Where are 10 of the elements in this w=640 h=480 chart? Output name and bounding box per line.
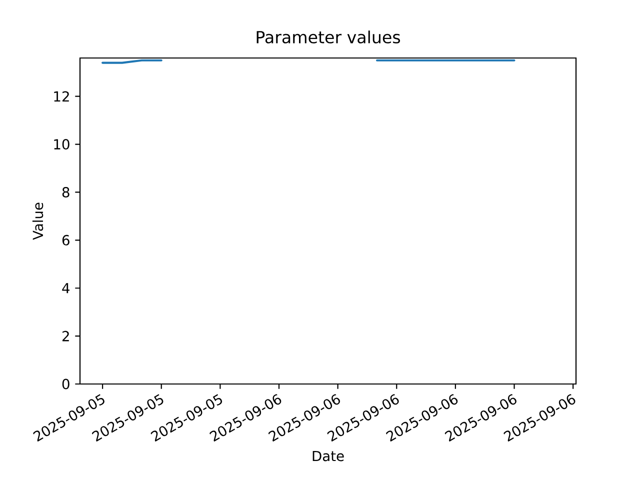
y-tick-label: 2 [62,330,69,342]
y-tick-label: 10 [54,139,70,150]
y-tick-label: 12 [54,91,69,102]
y-tick-label: 0 [62,378,70,390]
y-tick-label: 4 [62,283,70,294]
x-axis-title: Date [312,450,344,462]
y-tick-label: 6 [62,234,70,246]
y-tick-label: 8 [62,186,70,198]
y-axis-title: Value [32,202,44,240]
chart-title: Parameter values [256,30,400,44]
